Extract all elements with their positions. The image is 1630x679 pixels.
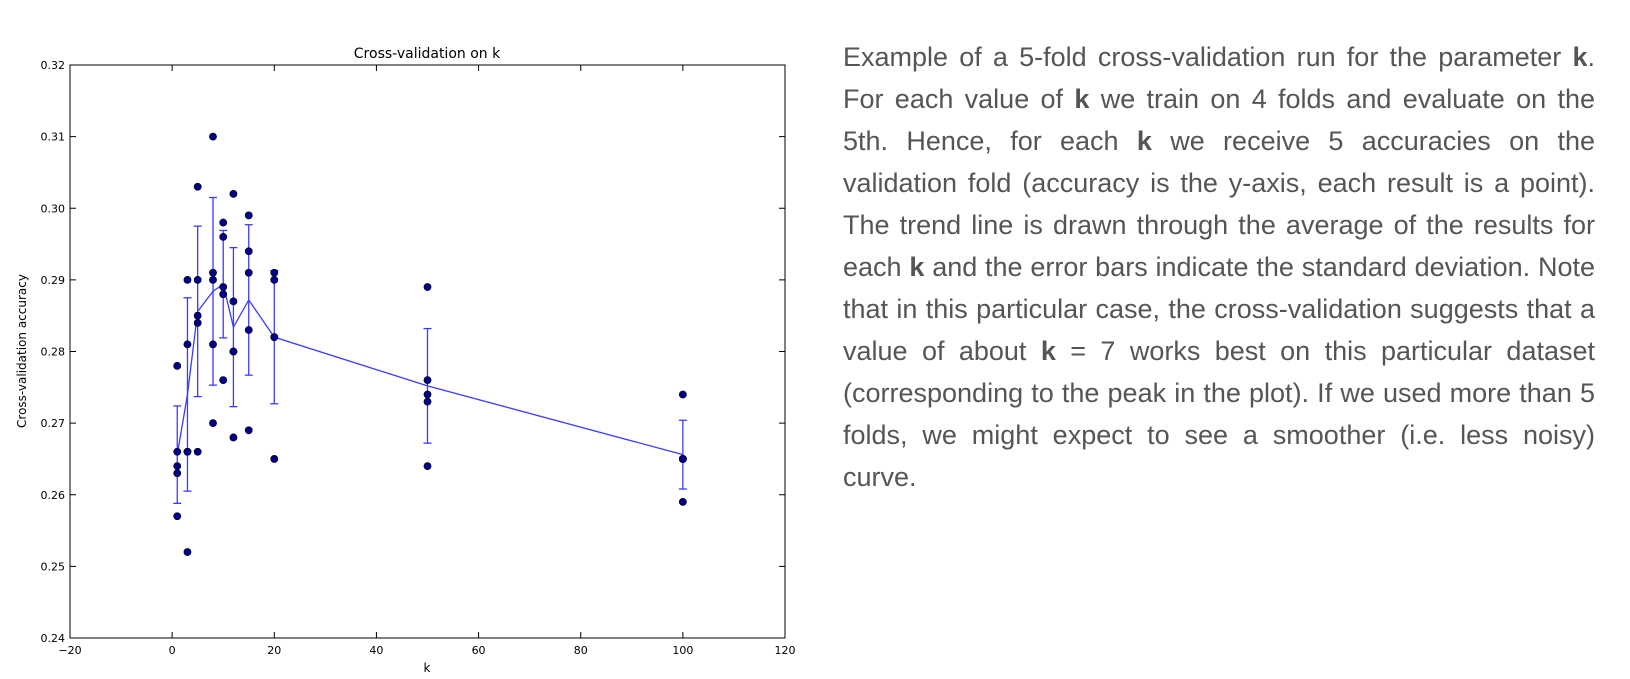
caption-param-k: k [1572, 42, 1588, 72]
data-point [244, 211, 253, 220]
x-tick-label: 40 [369, 644, 383, 657]
data-point [193, 275, 202, 284]
x-tick-label: −20 [58, 644, 81, 657]
caption-text: Example of a 5-fold cross-validation run… [843, 42, 1573, 72]
data-point [423, 462, 432, 470]
data-point [423, 283, 432, 291]
data-point [173, 469, 182, 478]
data-point [678, 498, 687, 506]
data-point [183, 548, 192, 556]
data-point [229, 347, 238, 356]
caption-param-k: k [1040, 336, 1056, 366]
x-tick-label: 20 [267, 644, 281, 657]
data-point [423, 376, 432, 385]
data-point [270, 455, 279, 463]
data-point [193, 318, 202, 327]
data-point [270, 275, 279, 284]
data-point [193, 447, 202, 456]
x-tick-label: 0 [169, 644, 176, 657]
data-point [173, 462, 182, 470]
data-point [219, 283, 228, 291]
data-point [173, 447, 182, 456]
x-tick-label: 80 [574, 644, 588, 657]
data-point [423, 397, 432, 406]
chart-canvas: Cross-validation on k −20 0 20 40 60 80 100 120… [15, 46, 796, 675]
data-point [209, 419, 217, 428]
data-point [219, 290, 228, 299]
chart-title: Cross-validation on k [354, 46, 501, 62]
data-point [209, 275, 217, 284]
data-point [678, 390, 687, 399]
data-point [209, 340, 217, 349]
x-tick-label: 120 [775, 644, 796, 657]
x-tick-label: 100 [672, 644, 693, 657]
caption-text: = 7 works best on this particular datase… [843, 336, 1596, 492]
data-point [173, 361, 182, 370]
cross-validation-chart: Cross-validation on k −20 0 20 40 60 80 100 120… [15, 46, 796, 675]
y-tick-label: 0.25 [41, 560, 66, 573]
data-point [209, 132, 217, 141]
trend-line-group [176, 283, 684, 456]
caption-text: and the error bars indicate the standard… [843, 252, 1595, 366]
x-axis-label: k [424, 661, 431, 675]
data-point [219, 376, 228, 385]
data-point [183, 275, 192, 284]
data-point [244, 326, 253, 334]
data-point [219, 218, 228, 227]
chart-description: Example of a 5-fold cross-validation run… [843, 36, 1595, 498]
data-points-group [173, 132, 687, 556]
data-point [229, 297, 238, 306]
data-point [193, 311, 202, 320]
data-point [244, 247, 253, 256]
data-point [678, 455, 687, 463]
y-tick-label: 0.29 [41, 274, 66, 287]
data-point [209, 268, 217, 277]
y-axis-label: Cross-validation accuracy [15, 274, 29, 428]
caption-text: we train on 4 folds and evaluate on the … [843, 84, 1595, 156]
data-point [193, 182, 202, 191]
caption-param-k: k [909, 252, 925, 282]
caption-param-k: k [1074, 84, 1090, 114]
data-point [270, 333, 279, 342]
y-tick-label: 0.32 [41, 59, 66, 72]
data-point [173, 512, 182, 521]
y-tick-label: 0.28 [41, 346, 66, 359]
caption-text: we receive 5 accuracies on the validatio… [843, 126, 1595, 282]
y-tick-label: 0.24 [41, 632, 66, 645]
data-point [244, 268, 253, 277]
data-point [244, 426, 253, 435]
data-point [219, 232, 228, 241]
axis-ticks: −20 0 20 40 60 80 100 120 0.24 0.25 0.26 0.27 0.28 0.… [41, 59, 796, 657]
x-tick-label: 60 [472, 644, 486, 657]
data-point [270, 268, 279, 277]
y-tick-label: 0.30 [41, 202, 66, 215]
caption-text: . For each value of [843, 42, 1595, 114]
caption-param-k: k [1136, 126, 1152, 156]
data-point [183, 447, 192, 456]
trend-line [176, 283, 684, 456]
data-point [183, 340, 192, 349]
data-point [229, 190, 238, 198]
data-point [423, 390, 432, 399]
y-tick-label: 0.31 [41, 131, 66, 144]
y-tick-label: 0.26 [41, 489, 66, 502]
y-tick-label: 0.27 [41, 417, 66, 430]
error-bars-group [173, 196, 687, 504]
data-point [229, 433, 238, 442]
